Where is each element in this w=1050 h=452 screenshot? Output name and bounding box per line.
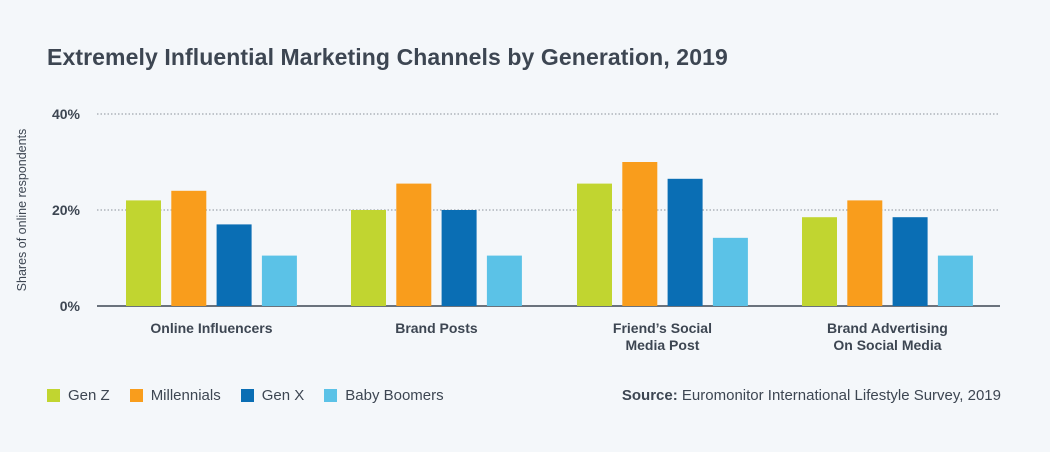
source-text: Euromonitor International Lifestyle Surv… xyxy=(681,387,1001,404)
bar-gen-x xyxy=(892,217,928,306)
bar-gen-z xyxy=(802,217,837,306)
bar-millennials xyxy=(622,162,658,306)
legend-swatch xyxy=(47,389,60,402)
y-tick-labels: 0% 20% 40% xyxy=(52,106,81,314)
source-note: Source: Euromonitor International Lifest… xyxy=(622,387,1001,404)
y-tick-label: 20% xyxy=(52,202,81,218)
category-labels: Online Influencers Brand Posts Friend’s So… xyxy=(150,320,947,353)
legend-label: Gen X xyxy=(261,387,305,404)
bar-gen-z xyxy=(577,183,612,306)
legend-swatch xyxy=(240,389,254,402)
legend-swatch xyxy=(129,389,143,402)
legend: Gen Z Millennials Gen X Baby Boomers xyxy=(47,387,464,404)
bar-gen-z xyxy=(351,210,386,306)
bar-baby-boomers xyxy=(937,255,973,306)
bar-baby-boomers xyxy=(712,237,748,306)
bar-gen-x xyxy=(667,178,703,306)
bar-baby-boomers xyxy=(261,255,297,306)
legend-swatch xyxy=(324,389,338,402)
bar-millennials xyxy=(847,200,883,306)
category-label: Friend’s Social Media Post xyxy=(613,320,712,353)
y-axis-label: Shares of online respondents xyxy=(15,129,29,292)
legend-item: Gen X xyxy=(240,387,305,404)
bar-millennials xyxy=(396,183,432,306)
bar-gen-x xyxy=(441,210,477,306)
legend-label: Baby Boomers xyxy=(345,387,444,404)
bar-gen-z xyxy=(126,200,161,306)
y-tick-label: 0% xyxy=(60,298,81,314)
bars xyxy=(126,162,973,306)
category-label: Brand Advertising On Social Media xyxy=(827,320,948,353)
category-label: Brand Posts xyxy=(395,320,478,336)
legend-label: Millennials xyxy=(150,387,221,404)
source-label: Source: xyxy=(621,387,678,404)
legend-item: Gen Z xyxy=(47,387,110,404)
chart-title: Extremely Influential Marketing Channels… xyxy=(47,44,728,70)
legend-item: Millennials xyxy=(129,387,221,404)
bar-gen-x xyxy=(216,224,252,306)
bar-baby-boomers xyxy=(486,255,522,306)
y-tick-label: 40% xyxy=(52,106,81,122)
bar-millennials xyxy=(171,190,207,306)
category-label: Online Influencers xyxy=(150,320,272,336)
legend-item: Baby Boomers xyxy=(324,387,444,404)
legend-label: Gen Z xyxy=(68,387,110,404)
